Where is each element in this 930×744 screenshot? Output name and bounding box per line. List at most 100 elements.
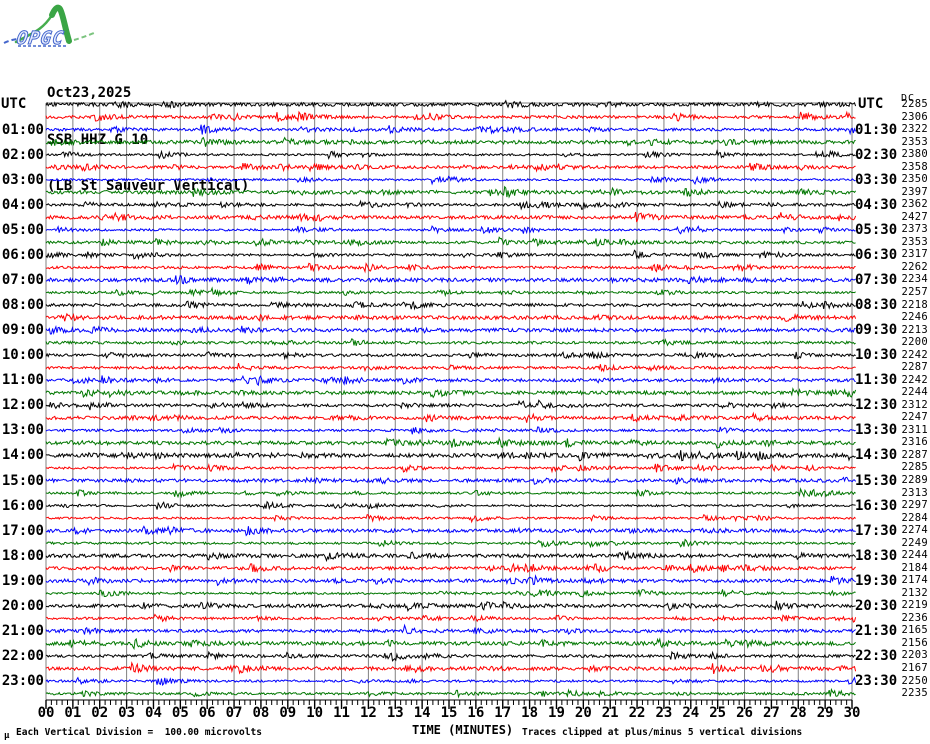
- logo-right-dash: [73, 32, 95, 41]
- seismic-trace: [45, 687, 856, 699]
- seismic-trace: [45, 623, 856, 636]
- minute-label: 13: [386, 705, 404, 721]
- seismic-trace: [45, 374, 856, 387]
- seismic-trace: [45, 500, 856, 511]
- seismic-trace: [45, 411, 856, 423]
- dc-value: 2287: [901, 361, 928, 374]
- minute-label: 12: [359, 705, 377, 721]
- hour-label-left: 17:00: [1, 522, 44, 539]
- dc-value: 2274: [901, 524, 928, 537]
- hour-label-left: 13:00: [1, 422, 44, 439]
- hour-label-right: 13:30: [855, 422, 898, 439]
- hour-label-right: 02:30: [855, 146, 898, 163]
- seismic-trace: [45, 99, 857, 110]
- seismic-trace: [45, 549, 857, 563]
- hour-label-right: 19:30: [855, 572, 898, 589]
- dc-value: 2297: [901, 499, 928, 512]
- seismic-trace: [45, 600, 856, 612]
- dc-value: 2132: [901, 586, 928, 599]
- seismic-trace: [45, 211, 857, 223]
- dc-value: 2317: [901, 248, 928, 261]
- dc-value: 2373: [901, 223, 928, 236]
- minute-label: 21: [601, 705, 619, 721]
- dc-value: 2242: [901, 373, 928, 386]
- dc-value: 2306: [901, 110, 928, 123]
- dc-value: 2358: [901, 160, 928, 173]
- hour-label-right: 09:30: [855, 322, 898, 339]
- hour-label-left: 01:00: [1, 121, 44, 138]
- hour-label-left: 20:00: [1, 597, 44, 614]
- hour-label-left: 04:00: [1, 196, 44, 213]
- logo-ridge-line: [14, 13, 54, 44]
- minute-label: 03: [118, 705, 136, 721]
- seismic-trace: [45, 149, 856, 160]
- minute-label: 25: [709, 705, 727, 721]
- scale-note: Each Vertical Division = 100.00 microvol…: [16, 727, 262, 738]
- hour-label-left: 18:00: [1, 547, 44, 564]
- dc-value: 2242: [901, 348, 928, 361]
- dc-value: 2350: [901, 173, 928, 186]
- hour-label-left: 10:00: [1, 347, 44, 364]
- seismic-trace: [46, 262, 856, 274]
- hour-label-right: 08:30: [855, 297, 898, 314]
- hour-label-right: 03:30: [855, 171, 898, 188]
- station-label: (LB St Sauveur Vertical): [47, 178, 250, 194]
- hour-label-left: 22:00: [1, 647, 44, 664]
- date-label: Oct23,2025: [47, 85, 132, 101]
- minute-label: 05: [171, 705, 189, 721]
- hour-label-right: 17:30: [855, 522, 898, 539]
- dc-value: 2219: [901, 599, 928, 612]
- opgc-logo-text: OPGC: [15, 28, 65, 49]
- hour-label-left: 14:00: [1, 447, 44, 464]
- hour-label-right: 18:30: [855, 547, 898, 564]
- hour-label-right: 12:30: [855, 397, 898, 414]
- hour-label-left: 05:00: [1, 221, 44, 238]
- dc-value: 2246: [901, 311, 928, 324]
- dc-value: 2247: [901, 411, 928, 424]
- hour-label-right: 15:30: [855, 472, 898, 489]
- hour-label-right: 11:30: [855, 372, 898, 389]
- dc-value: 2353: [901, 235, 928, 248]
- seismic-trace: [45, 275, 856, 286]
- seismic-trace: [45, 525, 856, 537]
- hour-label-left: 02:00: [1, 146, 44, 163]
- seismic-trace: [45, 312, 857, 322]
- dc-value: 2203: [901, 649, 928, 662]
- minute-label: 10: [306, 705, 324, 721]
- dc-value: 2313: [901, 486, 928, 499]
- seismic-trace: [45, 538, 856, 549]
- dc-value: 2397: [901, 185, 928, 198]
- seismic-trace: [45, 387, 857, 399]
- x-axis-title: TIME (MINUTES): [412, 723, 514, 737]
- minute-label: 29: [816, 705, 834, 721]
- dc-value: 2174: [901, 574, 928, 587]
- hour-label-left: 03:00: [1, 171, 44, 188]
- minute-label: 07: [225, 705, 243, 721]
- dc-value: 2184: [901, 561, 928, 574]
- seismic-trace: [46, 613, 857, 623]
- hour-label-left: 08:00: [1, 297, 44, 314]
- seismic-trace: [45, 136, 856, 148]
- hour-label-left: 19:00: [1, 572, 44, 589]
- dc-value: 2235: [901, 687, 928, 700]
- hour-label-left: 07:00: [1, 271, 44, 288]
- minute-label: 20: [574, 705, 592, 721]
- hour-label-right: 14:30: [855, 447, 898, 464]
- dc-column-header: DC: [901, 93, 916, 104]
- hour-label-right: 01:30: [855, 121, 898, 138]
- utc-header-left: UTC: [1, 96, 27, 112]
- seismic-trace: [45, 124, 857, 136]
- dc-value: 2322: [901, 123, 928, 136]
- minute-label: 27: [762, 705, 780, 721]
- dc-value: 2316: [901, 436, 928, 449]
- dc-value: 2200: [901, 336, 928, 349]
- hour-label-left: 15:00: [1, 472, 44, 489]
- clip-note: Traces clipped at plus/minus 5 vertical …: [522, 727, 803, 738]
- seismic-trace: [45, 574, 856, 587]
- minute-label: 16: [467, 705, 485, 721]
- hour-label-right: 22:30: [855, 647, 898, 664]
- hour-label-left: 23:00: [1, 673, 44, 690]
- minute-label: 28: [789, 705, 807, 721]
